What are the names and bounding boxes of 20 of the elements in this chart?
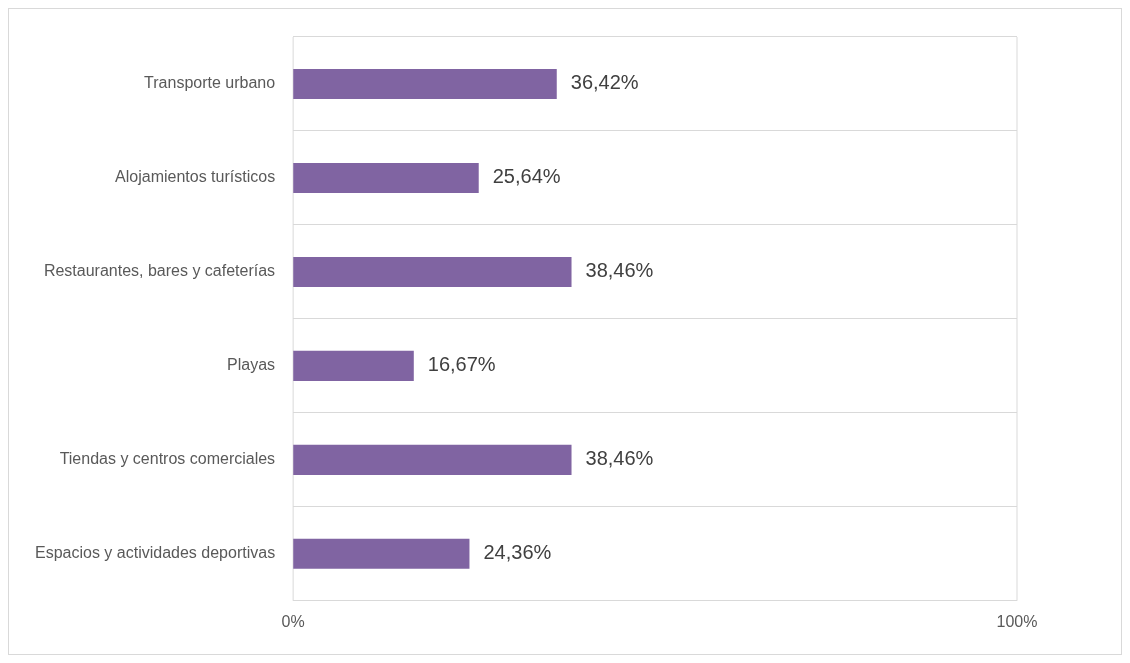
data-label: 36,42%	[570, 71, 639, 94]
bar	[293, 162, 479, 193]
data-label: 25,64%	[492, 165, 561, 188]
bar	[293, 444, 572, 475]
bar	[293, 68, 557, 100]
x-tick-label: 0%	[281, 612, 305, 630]
y-tick-label: Playas	[227, 356, 276, 374]
y-tick-label: Espacios y actividades deportivas	[35, 544, 276, 562]
bar	[293, 538, 470, 569]
data-label: 24,36%	[483, 541, 552, 564]
data-label: 16,67%	[427, 353, 496, 376]
bar	[293, 350, 414, 381]
data-label: 38,46%	[585, 259, 654, 282]
x-tick-label: 100%	[996, 612, 1038, 630]
y-tick-label: Alojamientos turísticos	[115, 168, 276, 186]
data-label: 38,46%	[585, 447, 654, 470]
y-tick-label: Transporte urbano	[144, 74, 276, 92]
y-tick-label: Restaurantes, bares y cafeterías	[43, 262, 276, 280]
y-tick-label: Tiendas y centros comerciales	[59, 450, 276, 468]
bar	[293, 256, 572, 287]
